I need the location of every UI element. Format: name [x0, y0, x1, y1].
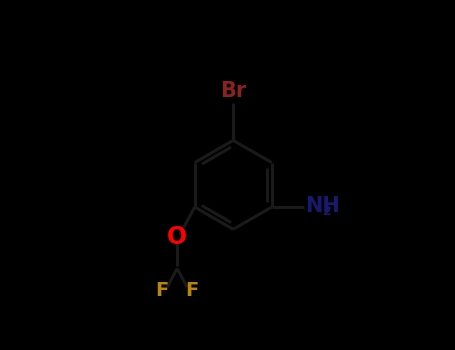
- Text: Br: Br: [220, 81, 246, 101]
- Text: O: O: [167, 225, 187, 250]
- Text: F: F: [156, 281, 169, 300]
- Text: NH: NH: [305, 196, 340, 216]
- Text: F: F: [185, 281, 199, 300]
- Text: 2: 2: [323, 205, 332, 218]
